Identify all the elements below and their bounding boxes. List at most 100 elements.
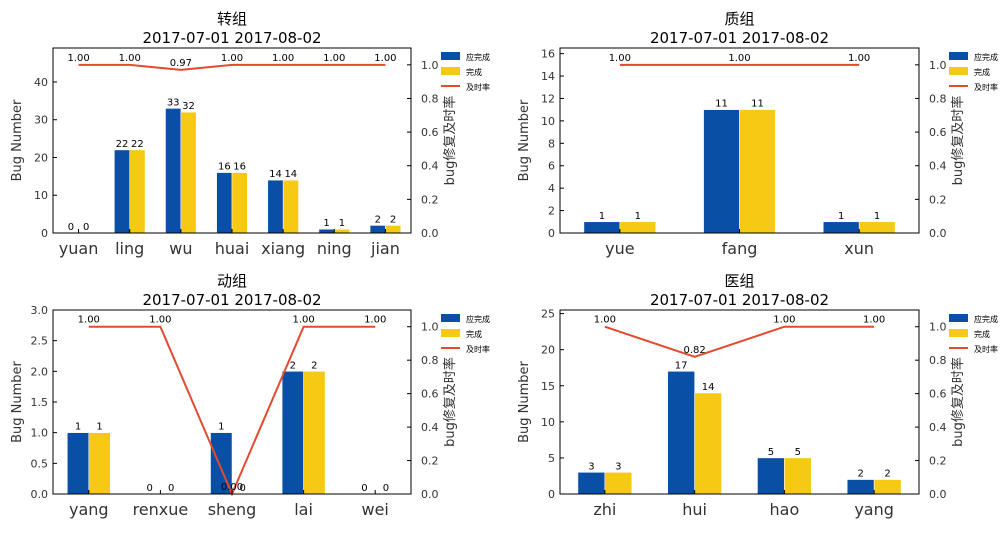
chart-subtitle: 2017-07-01 2017-08-02 xyxy=(650,291,829,309)
y-tick-label: 0 xyxy=(41,227,48,240)
rate-line xyxy=(78,63,386,71)
bar-value-label: 1 xyxy=(218,422,224,433)
bar-completed xyxy=(858,221,896,234)
bar-should-complete xyxy=(667,371,695,495)
legend-swatch xyxy=(949,314,968,322)
y2-tick-label: 0.8 xyxy=(421,354,439,367)
bar-completed xyxy=(694,392,722,495)
bar-value-label: 0 xyxy=(68,222,74,233)
legend-label: 应完成 xyxy=(974,52,998,62)
bar-should-complete xyxy=(703,109,740,234)
legend-label: 应完成 xyxy=(466,314,490,324)
y2-tick-label: 0.0 xyxy=(421,227,439,240)
rate-value-label: 1.00 xyxy=(78,315,100,326)
bar-completed xyxy=(303,371,326,495)
legend-swatch xyxy=(949,329,968,337)
bar-value-label: 0 xyxy=(168,483,174,494)
y-tick-label: 10 xyxy=(541,115,555,128)
y2-tick-label: 0.8 xyxy=(929,92,947,105)
y2-tick-label: 0.6 xyxy=(421,388,439,401)
bar-should-complete xyxy=(577,472,606,495)
x-tick-label: fang xyxy=(722,239,758,258)
y2-tick-label: 0.8 xyxy=(929,354,947,367)
bar-completed xyxy=(739,109,776,234)
y2-tick-label: 0.6 xyxy=(929,388,947,401)
bar-value-label: 1 xyxy=(635,211,641,222)
x-tick-label: xun xyxy=(844,239,874,258)
y2-tick-label: 0.2 xyxy=(421,193,439,206)
y-tick-label: 15 xyxy=(541,380,555,393)
y2-tick-label: 1.0 xyxy=(929,321,947,334)
bar-value-label: 2 xyxy=(857,469,863,480)
y2-tick-label: 0.6 xyxy=(421,126,439,139)
rate-value-label: 1.00 xyxy=(149,315,171,326)
y2-tick-label: 0.2 xyxy=(421,455,439,468)
y2-axis-label: bug修复及时率 xyxy=(950,96,966,186)
x-tick-label: ling xyxy=(115,239,144,258)
y-tick-label: 10 xyxy=(541,416,555,429)
bar-value-label: 0 xyxy=(361,483,367,494)
bar-should-complete xyxy=(583,221,621,234)
y2-tick-label: 1.0 xyxy=(421,59,439,72)
rate-value-label: 1.00 xyxy=(272,53,294,64)
y-tick-label: 1.5 xyxy=(31,396,49,409)
bar-value-label: 11 xyxy=(751,99,764,110)
rate-value-label: 1.00 xyxy=(773,315,795,326)
y-tick-label: 0 xyxy=(548,488,555,501)
y2-tick-label: 0.0 xyxy=(421,488,439,501)
y2-tick-label: 1.0 xyxy=(421,321,439,334)
rate-value-label: 1.00 xyxy=(863,315,885,326)
bar-value-label: 2 xyxy=(290,360,296,371)
y2-axis-label: bug修复及时率 xyxy=(442,357,458,447)
x-tick-label: zhi xyxy=(593,500,616,519)
rate-value-label: 0.97 xyxy=(170,58,192,69)
bar-completed xyxy=(385,225,402,234)
x-tick-label: sheng xyxy=(208,500,257,519)
x-tick-label: yang xyxy=(69,500,109,519)
bar-value-label: 1 xyxy=(599,211,605,222)
bar-should-complete xyxy=(757,457,785,495)
bar-value-label: 1 xyxy=(96,422,102,433)
rate-value-label: 1.00 xyxy=(594,315,616,326)
y-tick-label: 0 xyxy=(548,227,555,240)
rate-line xyxy=(604,325,875,358)
bar-value-label: 0 xyxy=(146,483,152,494)
bar-value-label: 1 xyxy=(838,211,844,222)
bar-value-label: 22 xyxy=(131,139,144,150)
bar-value-label: 14 xyxy=(269,169,282,180)
x-tick-label: xiang xyxy=(261,239,305,258)
y-tick-label: 2.0 xyxy=(31,365,49,378)
bar-value-label: 16 xyxy=(218,162,231,173)
y2-tick-label: 0.0 xyxy=(929,488,947,501)
y-axis-label: Bug Number xyxy=(10,99,25,181)
legend-label: 及时率 xyxy=(466,82,490,92)
bar-value-label: 5 xyxy=(768,447,774,458)
legend-swatch xyxy=(949,52,968,60)
rate-value-label: 0.82 xyxy=(683,345,705,356)
chart-title: 动组 xyxy=(217,272,247,290)
legend-swatch xyxy=(441,329,460,337)
legend-label: 完成 xyxy=(466,329,482,339)
y2-tick-label: 1.0 xyxy=(929,59,947,72)
x-tick-label: hao xyxy=(770,500,800,519)
rate-value-label: 1.00 xyxy=(848,53,870,64)
bar-completed xyxy=(873,479,902,495)
rate-value-label: 1.00 xyxy=(323,53,345,64)
y2-tick-label: 0.4 xyxy=(421,421,439,434)
bar-should-complete xyxy=(216,172,233,234)
bar-value-label: 0 xyxy=(240,483,246,494)
y2-tick-label: 0.2 xyxy=(929,193,947,206)
x-tick-label: renxue xyxy=(133,500,189,519)
y2-tick-label: 0.6 xyxy=(929,126,947,139)
legend-label: 及时率 xyxy=(974,82,998,92)
chart-subtitle: 2017-07-01 2017-08-02 xyxy=(142,29,321,47)
bar-value-label: 1 xyxy=(874,211,880,222)
bar-should-complete xyxy=(369,225,386,234)
bar-value-label: 14 xyxy=(284,169,297,180)
bar-value-label: 2 xyxy=(311,360,317,371)
bar-value-label: 33 xyxy=(167,97,180,108)
